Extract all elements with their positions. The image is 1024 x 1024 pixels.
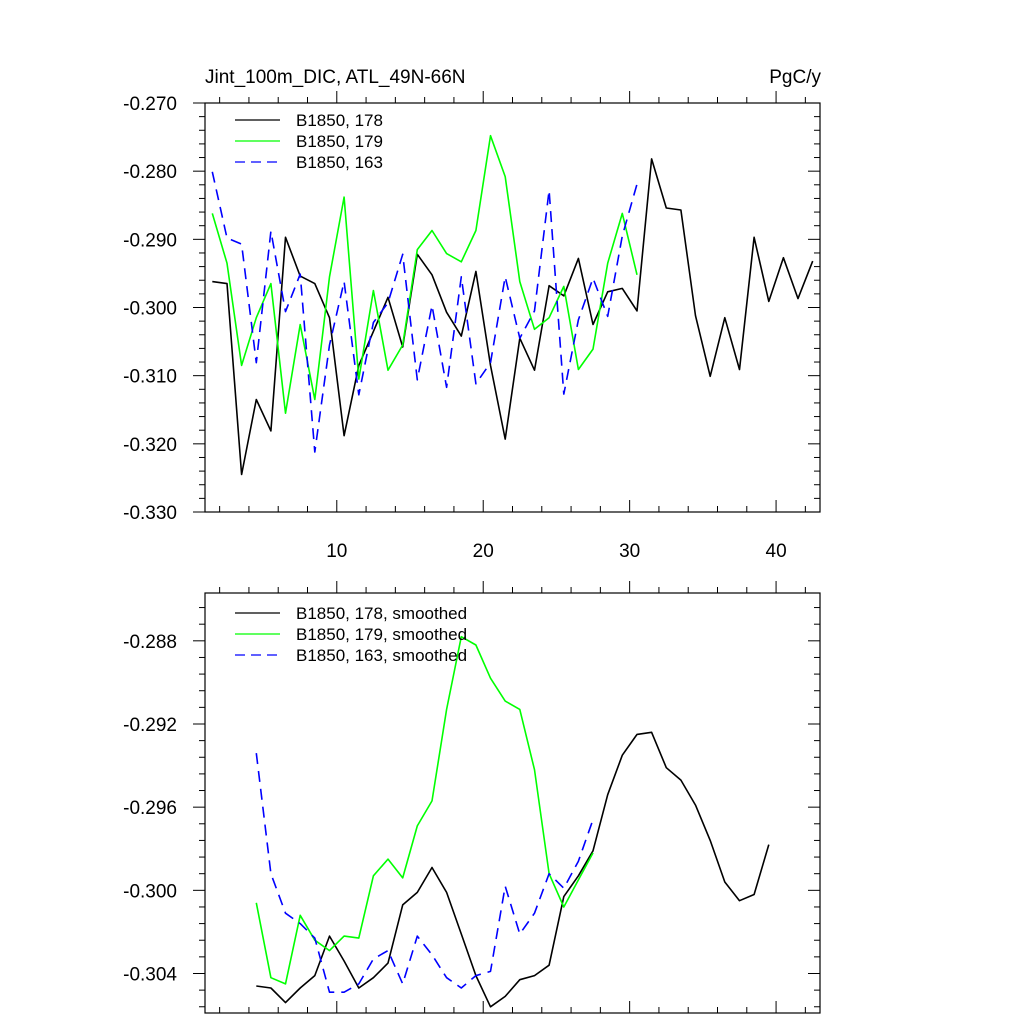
axis-ticks	[193, 91, 820, 513]
series-line-b1850-163	[211, 171, 638, 453]
legend-label-179-smoothed: B1850, 179, smoothed	[296, 625, 467, 644]
x-tick-label: 40	[766, 541, 787, 562]
series-line-b1850-179-smoothed	[255, 635, 594, 985]
series-lines	[211, 134, 814, 476]
legend-label-178-smoothed: B1850, 178, smoothed	[296, 604, 467, 623]
plot-frame	[204, 102, 821, 513]
legend-label-163: B1850, 163	[296, 153, 383, 172]
series-lines	[255, 635, 770, 1008]
series-line-b1850-178	[212, 158, 814, 476]
series-line-b1850-178-smoothed	[256, 731, 770, 1008]
y-tick-label: -0.292	[123, 715, 177, 736]
y-tick-labels: -0.330 -0.320 -0.310 -0.300 -0.290 -0.280 -0.2…	[123, 94, 177, 524]
x-tick-labels: 10 20 30 40	[326, 541, 786, 562]
x-tick-label: 10	[326, 541, 347, 562]
y-tick-label: -0.320	[123, 435, 177, 456]
series-line-b1850-163-smoothed	[255, 753, 594, 994]
y-tick-label: -0.330	[123, 503, 177, 524]
legend: B1850, 178 B1850, 179 B1850, 163	[235, 111, 383, 172]
x-tick-label: 20	[473, 541, 494, 562]
y-tick-label: -0.290	[123, 230, 177, 251]
axis-ticks	[193, 581, 820, 1013]
legend-label-163-smoothed: B1850, 163, smoothed	[296, 646, 467, 665]
legend: B1850, 178, smoothed B1850, 179, smoothe…	[235, 604, 467, 665]
bottom-panel: -0.304 -0.300 -0.296 -0.292 -0.288 B1850, 17…	[123, 581, 821, 1014]
y-tick-label: -0.288	[123, 632, 177, 653]
plot-frame	[204, 592, 821, 1014]
legend-label-178: B1850, 178	[296, 111, 383, 130]
y-tick-label: -0.280	[123, 162, 177, 183]
chart-title: Jint_100m_DIC, ATL_49N-66N	[205, 67, 466, 88]
top-panel: Jint_100m_DIC, ATL_49N-66N PgC/y -0.330-…	[123, 67, 821, 562]
legend-label-179: B1850, 179	[296, 132, 383, 151]
y-tick-label: -0.270	[123, 94, 177, 115]
x-tick-label: 30	[619, 541, 640, 562]
y-tick-label: -0.296	[123, 798, 177, 819]
y-tick-label: -0.304	[123, 964, 177, 985]
units-label: PgC/y	[769, 67, 821, 88]
series-line-b1850-179	[211, 134, 638, 415]
y-tick-label: -0.310	[123, 367, 177, 388]
y-tick-labels: -0.304 -0.300 -0.296 -0.292 -0.288	[123, 632, 177, 986]
y-tick-label: -0.300	[123, 881, 177, 902]
y-tick-label: -0.300	[123, 299, 177, 320]
